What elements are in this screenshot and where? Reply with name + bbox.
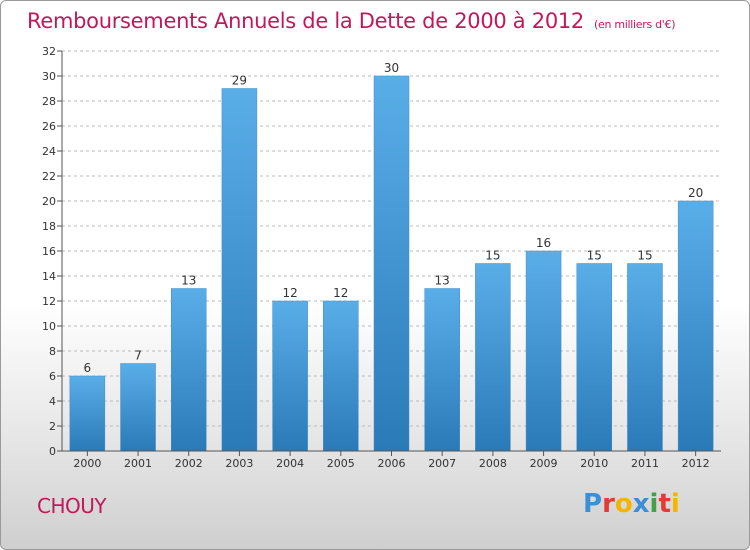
logo-letter: i — [670, 489, 680, 519]
x-tick-label: 2008 — [479, 457, 507, 470]
data-label: 15 — [637, 249, 652, 263]
data-label: 6 — [84, 361, 92, 375]
bar — [221, 88, 258, 452]
y-tick-label: 28 — [42, 95, 56, 108]
data-label: 13 — [181, 274, 196, 288]
y-tick-label: 24 — [42, 145, 56, 158]
y-tick-label: 32 — [42, 45, 56, 58]
x-tick-label: 2003 — [225, 457, 253, 470]
y-tick-label: 18 — [42, 220, 56, 233]
y-tick-label: 6 — [49, 370, 56, 383]
y-tick-label: 20 — [42, 195, 56, 208]
bar — [677, 200, 714, 452]
x-tick-label: 2011 — [631, 457, 659, 470]
y-tick-label: 16 — [42, 245, 56, 258]
y-tick-label: 2 — [49, 420, 56, 433]
data-label: 12 — [282, 286, 297, 300]
y-tick-label: 4 — [49, 395, 56, 408]
data-label: 13 — [435, 274, 450, 288]
chart-title: Remboursements Annuels de la Dette de 20… — [27, 9, 675, 33]
y-tick-label: 0 — [49, 445, 56, 458]
x-tick-label: 2002 — [175, 457, 203, 470]
y-tick-label: 22 — [42, 170, 56, 183]
y-tick-label: 30 — [42, 70, 56, 83]
data-label: 15 — [587, 249, 602, 263]
data-label: 29 — [232, 74, 247, 88]
bar — [170, 288, 207, 452]
logo-letter: i — [649, 489, 659, 519]
bar — [373, 75, 410, 452]
data-label: 30 — [384, 61, 399, 75]
logo-letter: t — [658, 489, 671, 519]
x-tick-label: 2001 — [124, 457, 152, 470]
bar — [120, 363, 156, 452]
bars: 6 7 13 29 12 12 30 13 15 16 15 15 20 — [69, 61, 714, 452]
proxiti-logo[interactable]: Proxiti — [583, 489, 680, 519]
data-label: 7 — [134, 349, 142, 363]
bar — [323, 300, 359, 452]
x-tick-label: 2007 — [428, 457, 456, 470]
logo-letter: o — [614, 489, 633, 519]
chart-unit: (en milliers d'€) — [594, 18, 676, 31]
logo-letter: P — [583, 489, 603, 519]
data-label: 12 — [333, 286, 348, 300]
bar — [272, 300, 308, 452]
x-tick-label: 2004 — [276, 457, 304, 470]
bar — [576, 263, 613, 452]
y-tick-label: 26 — [42, 120, 56, 133]
x-tick-label: 2012 — [682, 457, 710, 470]
y-tick-label: 10 — [42, 320, 56, 333]
bar — [424, 288, 460, 452]
bar — [525, 250, 562, 452]
data-label: 20 — [688, 186, 703, 200]
commune-name: CHOUY — [37, 494, 107, 518]
y-tick-label: 14 — [42, 270, 56, 283]
y-tick-label: 12 — [42, 295, 56, 308]
bar — [627, 263, 663, 452]
x-tick-label: 2005 — [327, 457, 355, 470]
data-label: 15 — [485, 249, 500, 263]
x-tick-label: 2009 — [530, 457, 558, 470]
logo-letter: r — [602, 489, 615, 519]
x-tick-label: 2010 — [580, 457, 608, 470]
logo-letter: x — [632, 489, 650, 519]
x-tick-label: 2000 — [73, 457, 101, 470]
bar — [475, 263, 511, 452]
chart-title-text: Remboursements Annuels de la Dette de 20… — [27, 9, 584, 33]
bar — [69, 375, 106, 452]
data-label: 16 — [536, 236, 551, 250]
x-tick-label: 2006 — [378, 457, 406, 470]
y-tick-label: 8 — [49, 345, 56, 358]
